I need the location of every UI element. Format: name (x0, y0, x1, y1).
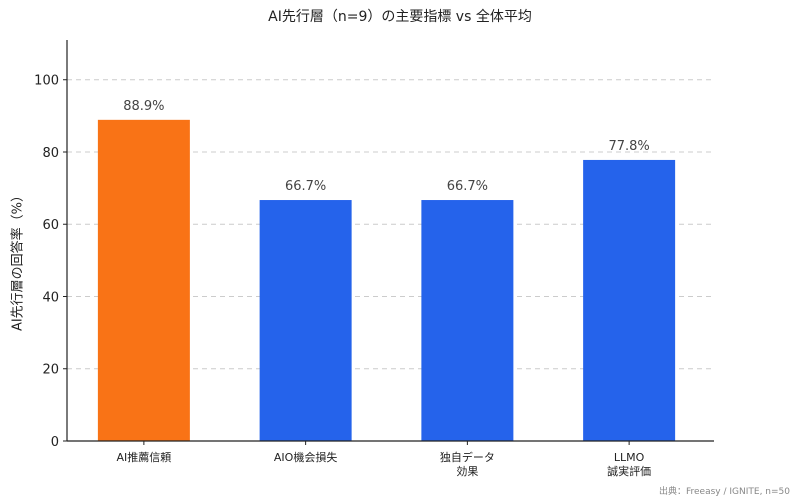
bar (583, 159, 676, 442)
x-tick-label: AIO機会損失 (274, 450, 337, 464)
chart-title: AI先行層（n=9）の主要指標 vs 全体平均 (268, 9, 532, 25)
source-note: 出典：Freeasy / IGNITE, n=50 (658, 487, 790, 497)
bar-value-label: 66.7% (447, 179, 488, 194)
bar-value-label: 77.8% (608, 139, 649, 154)
y-tick-label: 40 (42, 290, 59, 305)
y-tick-label: 100 (34, 74, 59, 89)
y-tick-label: 0 (51, 435, 59, 450)
x-tick-label: 独自データ (440, 450, 495, 464)
bar-value-label: 88.9% (123, 99, 164, 114)
y-tick-label: 80 (42, 146, 59, 161)
bar-value-label: 66.7% (285, 179, 326, 194)
x-tick-label: 効果 (456, 464, 478, 478)
x-tick-label: AI推薦信頼 (116, 450, 171, 464)
y-tick-label: 60 (42, 218, 59, 233)
y-tick-label: 20 (42, 363, 59, 378)
bar (421, 200, 514, 441)
bar (97, 119, 190, 441)
x-tick-label: LLMO (614, 451, 645, 464)
x-tick-label: 誠実評価 (607, 464, 651, 478)
bar (259, 200, 352, 441)
